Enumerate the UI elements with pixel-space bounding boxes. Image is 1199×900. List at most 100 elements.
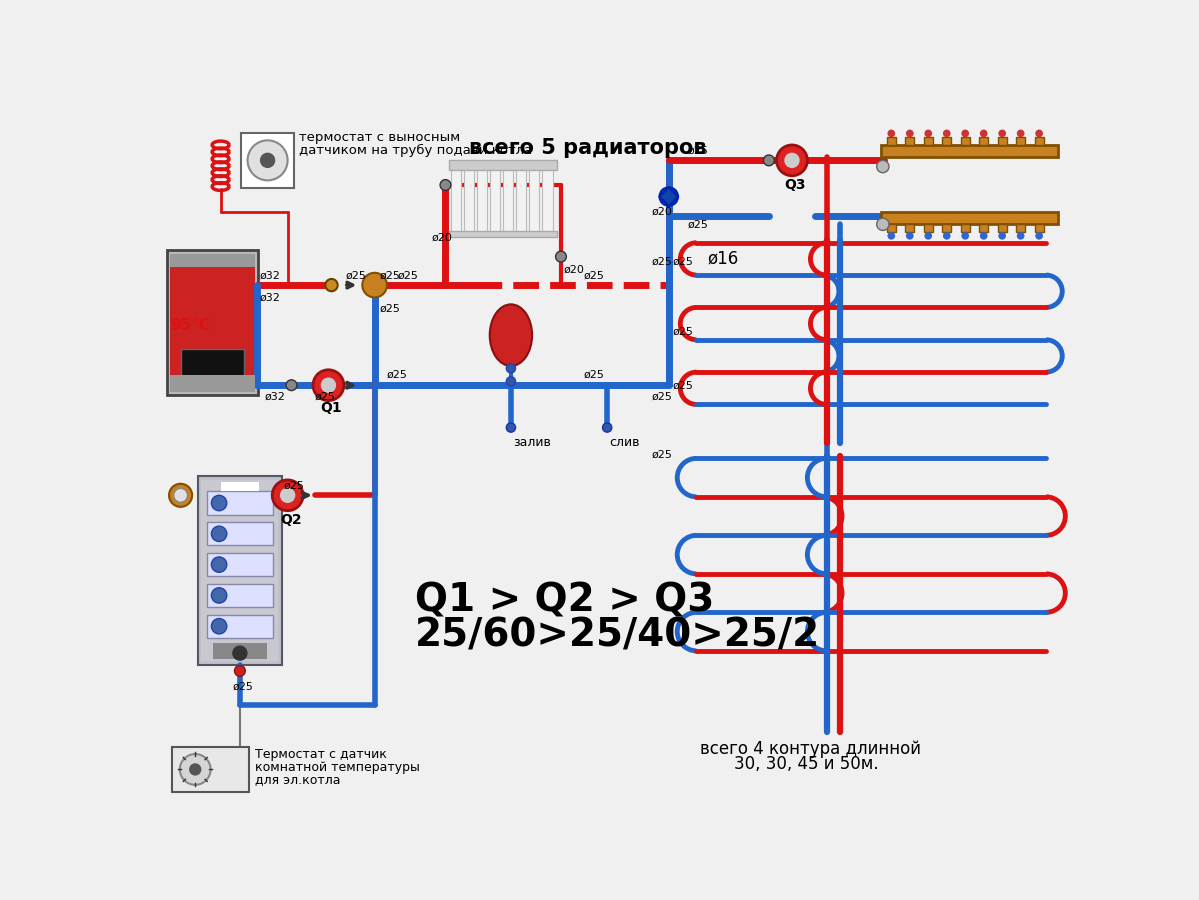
Text: ø25: ø25: [284, 481, 305, 491]
Text: ø25: ø25: [673, 380, 693, 391]
Circle shape: [603, 423, 611, 432]
Text: ø25: ø25: [652, 257, 673, 267]
Bar: [517, 164, 526, 234]
Text: ø25: ø25: [379, 303, 400, 313]
Circle shape: [942, 130, 951, 138]
Text: комнатной температуры: комнатной температуры: [255, 760, 420, 774]
Bar: [213, 644, 267, 659]
Circle shape: [876, 160, 888, 173]
Circle shape: [313, 370, 344, 400]
Circle shape: [784, 153, 800, 168]
Circle shape: [555, 251, 566, 262]
Text: ø32: ø32: [259, 292, 281, 302]
Text: 30, 30, 45 и 50м.: 30, 30, 45 и 50м.: [734, 755, 879, 773]
Circle shape: [962, 232, 969, 239]
Bar: [1016, 224, 1025, 232]
Bar: [504, 164, 513, 234]
Circle shape: [506, 364, 516, 373]
Circle shape: [325, 279, 338, 292]
Circle shape: [924, 232, 932, 239]
Text: 25/60>25/40>25/2: 25/60>25/40>25/2: [415, 616, 820, 654]
Circle shape: [211, 588, 227, 603]
Circle shape: [211, 526, 227, 542]
Text: 95°С: 95°С: [170, 319, 210, 333]
Bar: [905, 138, 915, 145]
Bar: [998, 224, 1007, 232]
Text: ø20: ø20: [564, 265, 585, 274]
Circle shape: [260, 153, 276, 168]
Bar: [880, 212, 1058, 224]
Bar: [167, 250, 258, 395]
Circle shape: [777, 145, 807, 176]
Bar: [206, 584, 273, 607]
Circle shape: [233, 645, 247, 661]
Circle shape: [287, 380, 297, 391]
Bar: [490, 164, 500, 234]
Circle shape: [1017, 232, 1024, 239]
Bar: [464, 164, 474, 234]
Bar: [181, 349, 243, 378]
Text: ø25: ø25: [345, 271, 366, 281]
Circle shape: [1035, 232, 1043, 239]
Bar: [206, 554, 273, 576]
Bar: [170, 254, 254, 392]
Bar: [887, 138, 896, 145]
Text: Q2: Q2: [279, 513, 301, 526]
Bar: [923, 224, 933, 232]
Circle shape: [211, 618, 227, 634]
Circle shape: [876, 218, 888, 230]
Bar: [998, 138, 1007, 145]
Ellipse shape: [489, 304, 532, 366]
Text: всего 5 радиаторов: всего 5 радиаторов: [469, 138, 706, 158]
Bar: [206, 615, 273, 638]
Circle shape: [906, 130, 914, 138]
Text: Q3: Q3: [784, 178, 806, 192]
Circle shape: [906, 232, 914, 239]
Bar: [1035, 224, 1044, 232]
Circle shape: [189, 763, 201, 776]
Text: ø25: ø25: [652, 449, 673, 460]
Bar: [173, 747, 249, 792]
Circle shape: [980, 232, 988, 239]
Text: ø32: ø32: [259, 271, 281, 281]
Bar: [942, 224, 951, 232]
Text: Q1: Q1: [321, 401, 343, 415]
Bar: [880, 145, 1058, 158]
Bar: [980, 138, 988, 145]
Circle shape: [174, 489, 187, 502]
Bar: [206, 522, 273, 545]
Circle shape: [764, 155, 775, 166]
Bar: [241, 132, 294, 188]
Circle shape: [506, 423, 516, 432]
Circle shape: [999, 232, 1006, 239]
Text: Q1 > Q2 > Q3: Q1 > Q2 > Q3: [415, 581, 715, 620]
Text: залив: залив: [513, 436, 552, 449]
Circle shape: [887, 130, 896, 138]
Text: ø25: ø25: [584, 369, 605, 380]
Circle shape: [659, 187, 677, 206]
Circle shape: [180, 754, 211, 785]
Bar: [198, 476, 282, 665]
Circle shape: [440, 180, 451, 191]
Bar: [201, 480, 278, 661]
Bar: [542, 164, 553, 234]
Text: ø25: ø25: [688, 220, 709, 230]
Text: ø25: ø25: [314, 392, 336, 401]
Circle shape: [506, 377, 516, 386]
Text: ø25: ø25: [380, 271, 400, 281]
Text: термостат с выносным: термостат с выносным: [300, 130, 460, 144]
Circle shape: [999, 130, 1006, 138]
Circle shape: [247, 140, 288, 180]
Circle shape: [272, 480, 303, 510]
Circle shape: [924, 130, 932, 138]
Circle shape: [321, 377, 336, 393]
Text: ø25: ø25: [673, 327, 693, 337]
Text: всего 4 контура длинной: всего 4 контура длинной: [699, 740, 921, 758]
Circle shape: [1017, 130, 1024, 138]
Bar: [960, 224, 970, 232]
Bar: [477, 164, 487, 234]
Text: ø25: ø25: [673, 257, 693, 267]
Text: ø25: ø25: [398, 271, 418, 281]
Circle shape: [235, 665, 246, 676]
Circle shape: [962, 130, 969, 138]
